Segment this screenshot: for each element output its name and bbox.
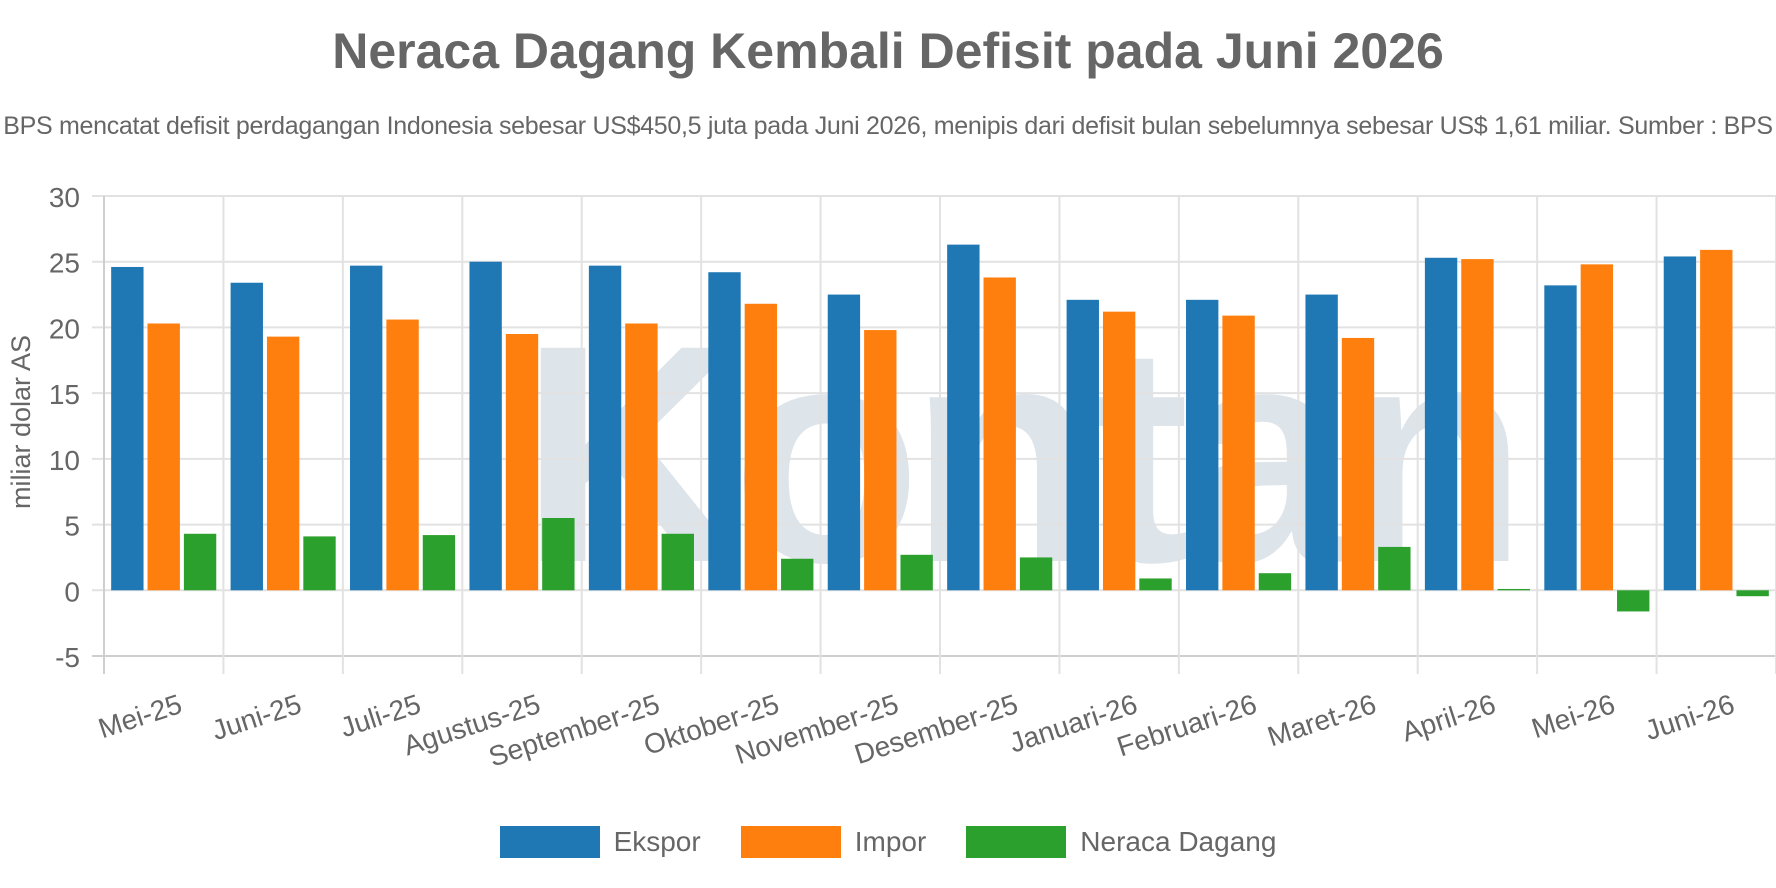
y-axis-ticks: -5 0 5 10 15 20 25 30 — [49, 182, 80, 673]
bar-ekspor — [469, 261, 502, 591]
bar-ekspor — [230, 282, 263, 591]
bar-neraca-dagang — [183, 533, 217, 591]
bar-neraca-dagang — [422, 535, 456, 591]
bar-neraca-dagang — [1258, 573, 1292, 591]
y-tick-label: 15 — [49, 379, 80, 410]
x-tick-label: Mei-26 — [1528, 688, 1619, 744]
x-tick-label: Februari-26 — [1113, 688, 1260, 762]
bar-neraca-dagang — [1617, 590, 1650, 612]
bar-impor — [147, 323, 180, 591]
bar-impor — [625, 323, 658, 591]
bar-ekspor — [111, 266, 144, 591]
x-tick-label: Mei-25 — [95, 688, 186, 744]
y-axis-label: miliar dolar AS — [6, 335, 36, 509]
bar-impor — [983, 277, 1016, 591]
bar-ekspor — [947, 244, 980, 591]
x-axis-ticks: Mei-25 Juni-25 Juli-25Agustus-25September-… — [95, 688, 1739, 772]
bar-neraca-dagang — [1497, 588, 1530, 591]
bar-impor — [864, 330, 897, 591]
y-tick-label: 5 — [64, 511, 80, 542]
bar-ekspor — [1305, 294, 1338, 591]
chart-legend: Ekspor Impor Neraca Dagang — [0, 826, 1776, 858]
x-tick-label: Maret-26 — [1264, 688, 1380, 752]
bars — [111, 244, 1769, 612]
legend-item[interactable]: Impor — [740, 826, 927, 858]
bar-impor — [266, 336, 300, 591]
bar-neraca-dagang — [661, 533, 694, 591]
bar-ekspor — [708, 272, 741, 591]
y-tick-label: 30 — [49, 182, 80, 213]
y-tick-label: 20 — [49, 313, 80, 344]
bar-neraca-dagang — [303, 536, 336, 591]
y-tick-label: 0 — [64, 576, 80, 607]
grid-lines — [92, 195, 1776, 674]
bar-impor — [1461, 259, 1494, 591]
bar-impor — [1580, 264, 1614, 591]
bar-ekspor — [588, 265, 622, 591]
y-tick-label: 25 — [49, 248, 80, 279]
chart-title: Neraca Dagang Kembali Defisit pada Juni … — [332, 23, 1444, 79]
x-tick-label: April-26 — [1398, 688, 1499, 747]
x-tick-label: Juni-25 — [208, 688, 305, 746]
bar-neraca-dagang — [1736, 590, 1769, 597]
bar-impor — [744, 303, 778, 591]
bar-ekspor — [1066, 299, 1099, 591]
bar-ekspor — [1186, 299, 1219, 591]
bar-ekspor — [1424, 257, 1458, 591]
bar-ekspor — [1663, 256, 1697, 591]
bar-impor — [505, 334, 539, 591]
bar-neraca-dagang — [781, 558, 814, 591]
x-tick-label: Juni-26 — [1641, 688, 1738, 746]
legend-label: Neraca Dagang — [1080, 826, 1277, 857]
bar-ekspor — [350, 265, 383, 591]
legend-swatch — [966, 826, 1067, 858]
bar-neraca-dagang — [542, 518, 575, 591]
y-tick-label: 10 — [49, 445, 80, 476]
y-tick-label: -5 — [55, 642, 80, 673]
chart-subtitle: BPS mencatat defisit perdagangan Indones… — [3, 112, 1773, 140]
bar-neraca-dagang — [1019, 557, 1053, 591]
legend-item[interactable]: Ekspor — [499, 826, 701, 858]
legend-swatch — [740, 826, 841, 858]
bar-impor — [1341, 337, 1375, 591]
legend-label: Ekspor — [613, 826, 701, 857]
bar-neraca-dagang — [1139, 578, 1172, 591]
bar-neraca-dagang — [1378, 546, 1411, 591]
legend-item[interactable]: Neraca Dagang — [966, 826, 1276, 858]
bar-impor — [1700, 249, 1733, 591]
legend-swatch — [499, 826, 600, 858]
bar-impor — [386, 319, 419, 591]
bar-impor — [1102, 311, 1136, 591]
bar-impor — [1222, 315, 1255, 591]
legend-label: Impor — [854, 826, 927, 857]
bar-ekspor — [827, 294, 861, 591]
bar-neraca-dagang — [900, 554, 933, 591]
bar-ekspor — [1544, 285, 1577, 591]
